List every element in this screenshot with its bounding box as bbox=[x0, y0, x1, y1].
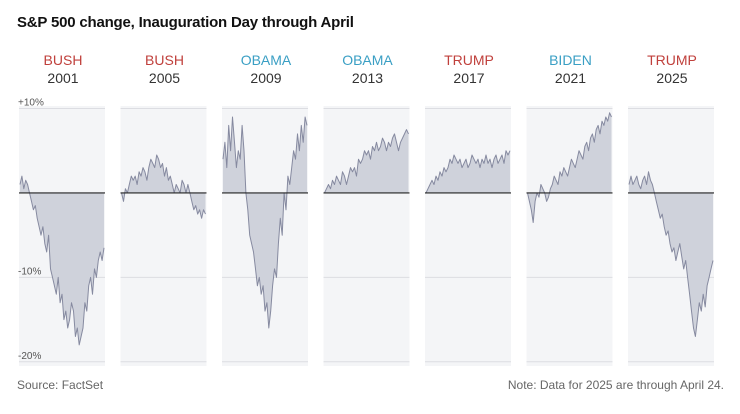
panel-year-label: 2021 bbox=[555, 70, 586, 86]
series-line bbox=[324, 129, 409, 194]
panel-president-label: BUSH bbox=[44, 52, 83, 68]
y-tick-label: -10% bbox=[18, 266, 41, 277]
panel-trump-2017: TRUMP 2017 bbox=[425, 52, 511, 366]
chart-title: S&P 500 change, Inauguration Day through… bbox=[17, 14, 354, 31]
area-fill bbox=[223, 117, 307, 328]
panel-obama-2013: OBAMA 2013 bbox=[323, 52, 410, 366]
panel-trump-2025: TRUMP 2025 bbox=[628, 52, 714, 366]
area-fill bbox=[629, 171, 713, 337]
panel-year-label: 2009 bbox=[250, 70, 281, 86]
panel-president-label: TRUMP bbox=[647, 52, 697, 68]
series-line bbox=[527, 112, 612, 223]
data-note: Note: Data for 2025 are through April 24… bbox=[507, 378, 724, 392]
area-fill bbox=[20, 176, 104, 345]
panel-year-label: 2025 bbox=[656, 70, 687, 86]
panel-obama-2009: OBAMA 2009 bbox=[222, 52, 308, 366]
panel-president-label: BIDEN bbox=[549, 52, 592, 68]
area-fill bbox=[324, 129, 409, 193]
y-tick-label: +10% bbox=[18, 98, 44, 109]
panel-bush-2005: BUSH 2005 bbox=[120, 52, 207, 366]
area-fill bbox=[426, 150, 510, 193]
source-note: Source: FactSet bbox=[17, 378, 104, 392]
panel-year-label: 2013 bbox=[352, 70, 383, 86]
panel-year-label: 2017 bbox=[453, 70, 484, 86]
series-line bbox=[628, 171, 714, 337]
series-line bbox=[222, 116, 308, 329]
panel-background bbox=[425, 106, 511, 366]
series-line bbox=[425, 150, 511, 194]
series-line bbox=[121, 154, 206, 219]
panel-biden-2021: BIDEN 2021 bbox=[526, 52, 613, 366]
panel-background bbox=[120, 106, 207, 366]
panel-president-label: OBAMA bbox=[342, 52, 393, 68]
panel-president-label: BUSH bbox=[145, 52, 184, 68]
y-tick-label: -20% bbox=[18, 351, 41, 362]
panel-bush-2001: BUSH 2001 bbox=[19, 52, 105, 366]
panel-year-label: 2001 bbox=[47, 70, 78, 86]
panel-president-label: OBAMA bbox=[241, 52, 292, 68]
series-line bbox=[19, 175, 105, 346]
panel-president-label: TRUMP bbox=[444, 52, 494, 68]
panel-year-label: 2005 bbox=[149, 70, 180, 86]
